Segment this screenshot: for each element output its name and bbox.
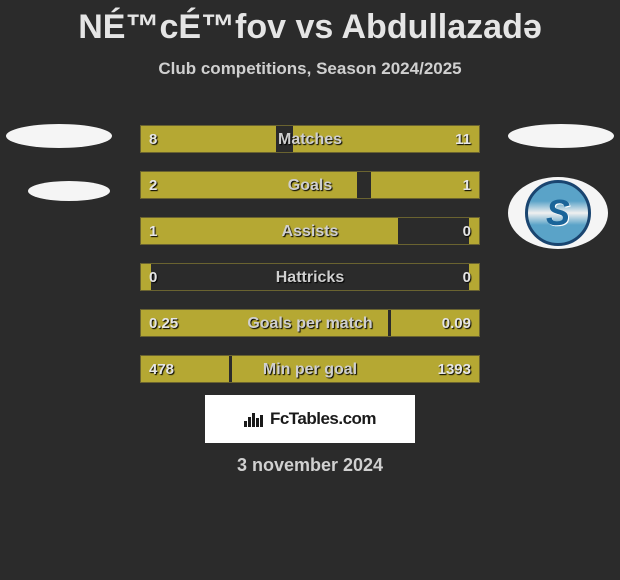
stat-row: Assists1 0 [140,217,480,245]
brand-bars-icon [244,411,266,427]
stat-row: Goals2 1 [140,171,480,199]
stat-label: Hattricks [141,264,479,292]
stat-row: Matches8 11 [140,125,480,153]
club-left-badge [28,181,110,201]
stat-value-right: 0 [463,264,471,292]
player-right-badge [508,124,614,148]
stat-value-left: 8 [149,126,157,154]
stat-label: Goals per match [141,310,479,338]
page-subtitle: Club competitions, Season 2024/2025 [0,59,620,79]
date-text: 3 november 2024 [0,455,620,476]
stat-label: Assists [141,218,479,246]
brand-text: FcTables.com [270,409,376,429]
stat-row: Min per goal478 1393 [140,355,480,383]
stat-value-left: 2 [149,172,157,200]
stats-bars: Matches811Goals21Assists10Hattricks00Goa… [140,125,480,401]
stat-value-left: 0.25 [149,310,178,338]
stat-value-left: 0 [149,264,157,292]
club-right-badge: S [508,177,608,249]
stat-value-right: 0.09 [442,310,471,338]
stat-value-left: 1 [149,218,157,246]
page-title: NÉ™cÉ™fov vs Abdullazadə [0,0,620,47]
stat-label: Min per goal [141,356,479,384]
player-left-badge [6,124,112,148]
stat-row: Goals per match0.25 0.09 [140,309,480,337]
club-logo-letter: S [546,192,570,234]
stat-row: Hattricks0 0 [140,263,480,291]
stat-value-right: 1393 [438,356,471,384]
stat-value-right: 0 [463,218,471,246]
club-logo-icon: S [525,180,591,246]
stat-label: Matches [141,126,479,154]
stat-label: Goals [141,172,479,200]
stat-value-right: 11 [455,126,471,154]
stat-value-left: 478 [149,356,174,384]
brand-box: FcTables.com [205,395,415,443]
stat-value-right: 1 [463,172,471,200]
